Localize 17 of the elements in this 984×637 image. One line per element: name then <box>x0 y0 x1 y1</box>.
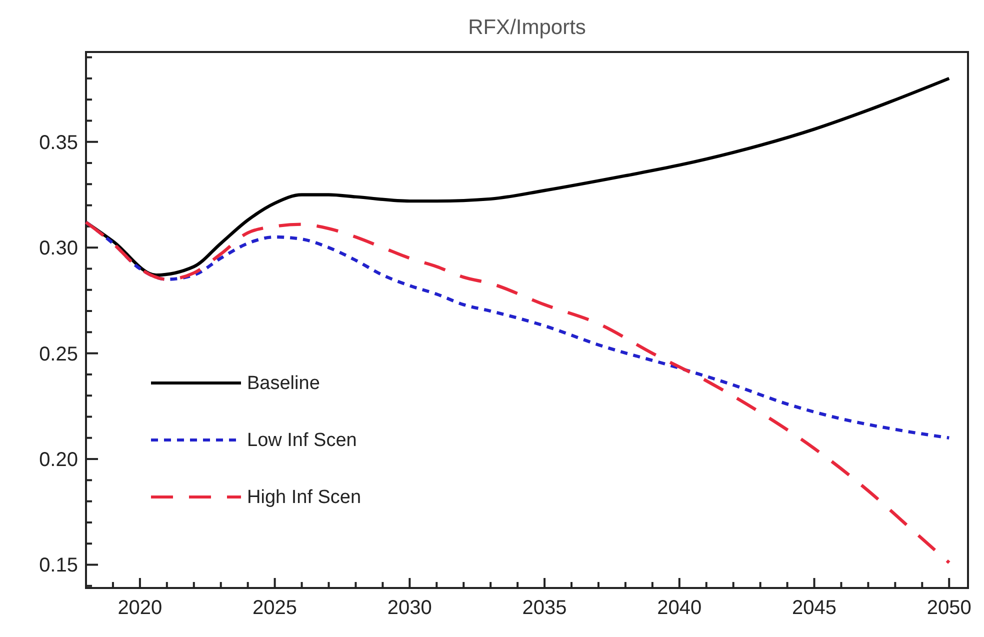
x-tick-label: 2035 <box>522 597 567 619</box>
y-tick-label: 0.15 <box>39 554 78 577</box>
legend-label: Baseline <box>247 373 320 394</box>
y-tick-label: 0.35 <box>39 132 78 154</box>
y-tick-label: 0.20 <box>39 449 78 472</box>
x-tick-label: 2050 <box>926 597 972 619</box>
x-tick-label: 2030 <box>387 597 432 619</box>
x-tick-label: 2020 <box>118 597 162 619</box>
legend-label: Low Inf Scen <box>247 430 357 451</box>
legend-label: High Inf Scen <box>247 487 362 508</box>
y-tick-label: 0.30 <box>39 238 78 260</box>
line-series <box>84 220 951 564</box>
chart-title: RFX/Imports <box>468 16 586 39</box>
x-tick-label: 2045 <box>792 597 837 619</box>
x-tick-label: 2040 <box>657 597 702 619</box>
y-tick-label: 0.25 <box>39 343 78 366</box>
x-tick-label: 2025 <box>252 597 298 619</box>
